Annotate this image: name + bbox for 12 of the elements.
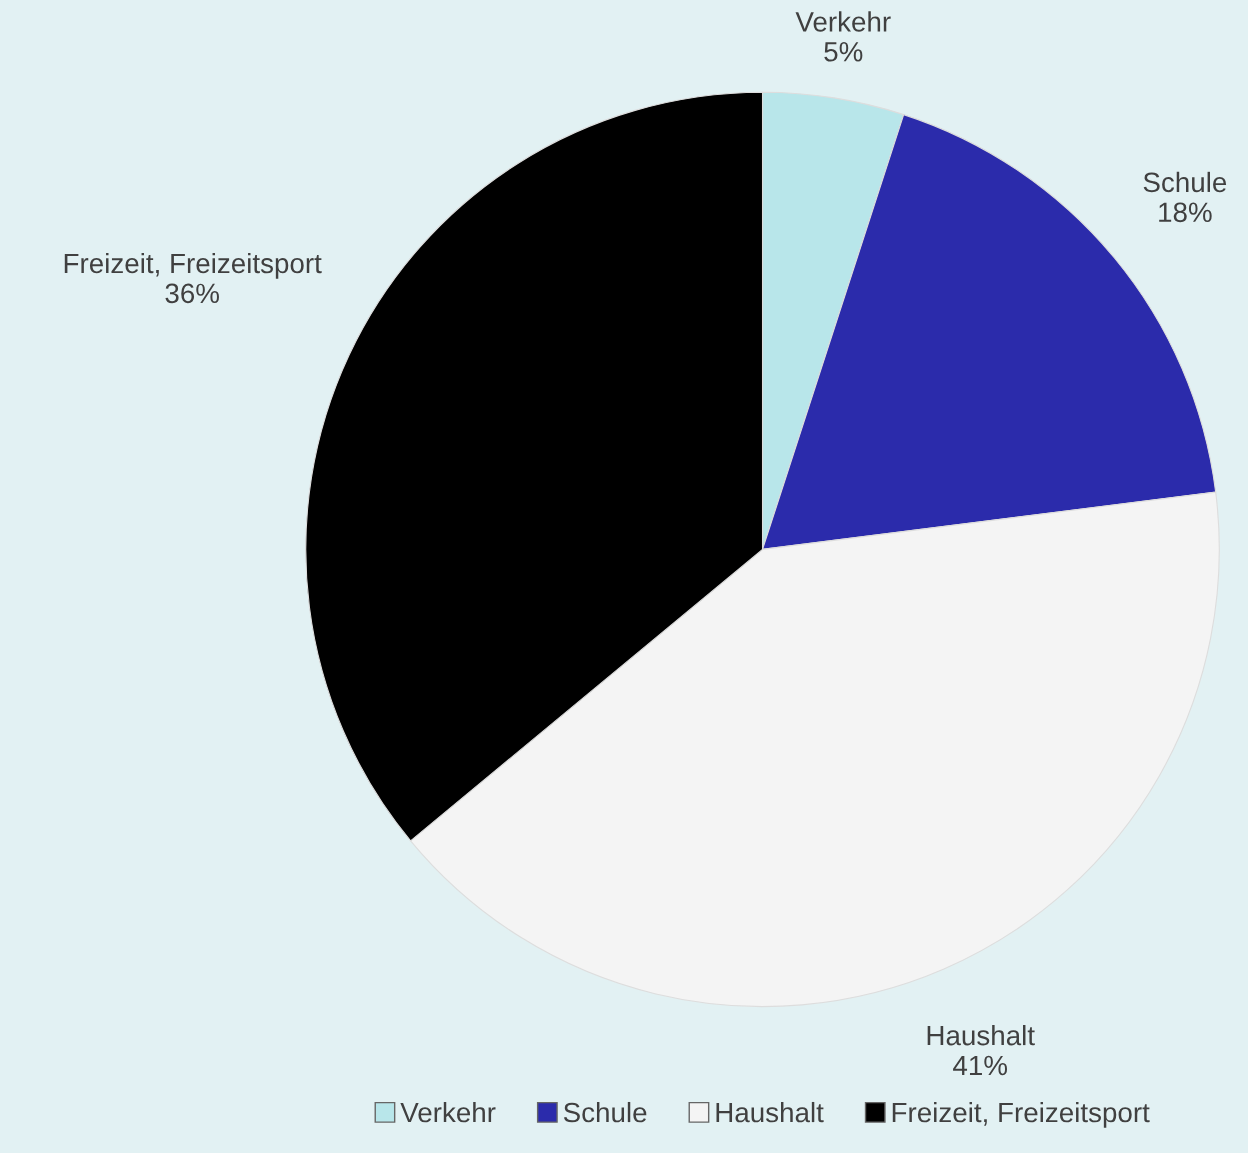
data-label: 18% (1159, 202, 1212, 223)
data-label: 36% (165, 283, 219, 304)
slice-label: Verkehr (795, 11, 891, 32)
data-label: 5% (824, 42, 863, 62)
legend-label: Haushalt (716, 1101, 824, 1123)
data-label: 41% (953, 1055, 1008, 1076)
slice-label: Schule (1143, 171, 1227, 193)
slice-label: Freizeit, Freizeitsport (64, 252, 322, 279)
legend-label: Verkehr (400, 1101, 496, 1123)
legend-label: Schule (563, 1101, 647, 1123)
slice-label: Haushalt (927, 1024, 1035, 1046)
legend-label: Freizeit, Freizeitsport (892, 1101, 1150, 1128)
